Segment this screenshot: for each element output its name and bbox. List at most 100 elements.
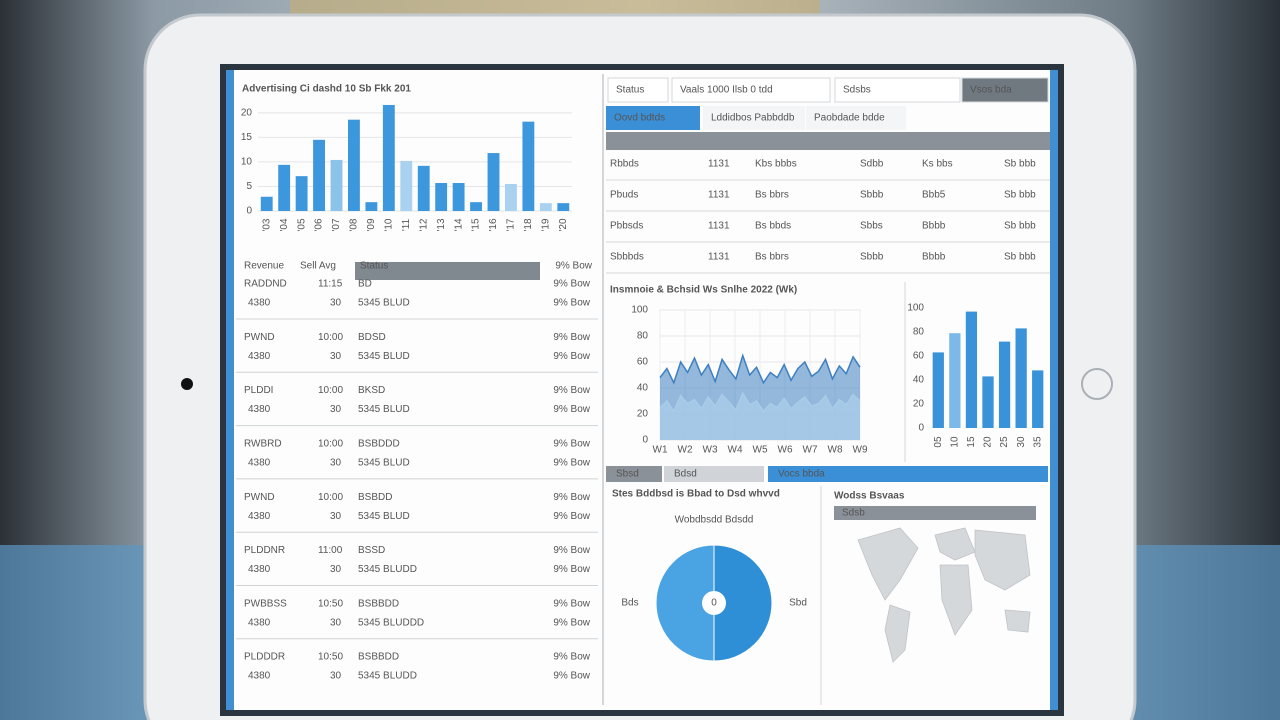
row-amount: 4380 [248, 511, 271, 522]
row-note: 5345 BLUDDD [358, 617, 424, 628]
y-tick-label: 0 [918, 423, 924, 434]
x-tick-label: W4 [728, 445, 743, 456]
table-header [606, 132, 1050, 150]
tab[interactable] [834, 77, 961, 103]
bar [522, 121, 535, 211]
x-tick-label: '18 [523, 218, 534, 231]
row-qty: 30 [330, 404, 342, 415]
row-qty: 30 [330, 511, 342, 522]
row-status: 9% Bow [553, 279, 590, 290]
row-status: 9% Bow [553, 351, 590, 362]
tab[interactable] [703, 106, 805, 130]
home-button[interactable] [1081, 368, 1113, 400]
table-cell: Bbb5 [922, 190, 946, 201]
table-cell: Sb bbb [1004, 190, 1036, 201]
x-tick-label: '08 [349, 218, 360, 231]
row-note: 5345 BLUD [358, 404, 410, 415]
bar [470, 202, 482, 211]
y-tick-label: 20 [637, 409, 649, 420]
screen [226, 70, 1058, 710]
bar [949, 333, 961, 428]
map-bar [834, 506, 1036, 520]
x-tick-label: '19 [540, 218, 551, 231]
row-time: 10:50 [318, 652, 343, 663]
column-header: Revenue [244, 261, 284, 272]
row-qty: 30 [330, 458, 342, 469]
row-note: 5345 BLUD [358, 298, 410, 309]
row-tag: BSBDD [358, 492, 392, 503]
bar [295, 176, 308, 211]
tab-label: Sbsd [616, 469, 639, 480]
table-cell: Sb bbb [1004, 221, 1036, 232]
x-tick-label: 05 [933, 436, 944, 448]
row-name: PWND [244, 332, 275, 343]
camera [181, 378, 193, 390]
table-cell: Sb bbb [1004, 252, 1036, 263]
row-status: 9% Bow [553, 617, 590, 628]
pie-label: Bds [621, 598, 638, 609]
row-qty: 30 [330, 351, 342, 362]
table-cell: Bbbb [922, 221, 946, 232]
row-amount: 4380 [248, 671, 271, 682]
row-amount: 4380 [248, 617, 271, 628]
tab-label: Status [616, 85, 644, 96]
tab[interactable] [607, 77, 669, 103]
x-tick-label: '03 [261, 218, 272, 231]
row-name: RWBRD [244, 439, 282, 450]
table-cell: Sbbbds [610, 252, 644, 263]
table-cell: Sbbb [860, 190, 884, 201]
row-amount: 4380 [248, 351, 271, 362]
x-tick-label: '17 [506, 218, 517, 231]
row-time: 10:00 [318, 439, 343, 450]
row-qty: 30 [330, 617, 342, 628]
y-tick-label: 80 [637, 331, 649, 342]
y-tick-label: 40 [637, 383, 649, 394]
row-amount: 4380 [248, 298, 271, 309]
row-qty: 30 [330, 564, 342, 575]
table-cell: Sbbb [860, 252, 884, 263]
pie-hole [702, 591, 726, 615]
y-tick-label: 15 [241, 132, 253, 143]
row-status: 9% Bow [553, 511, 590, 522]
x-tick-label: W9 [853, 445, 868, 456]
tab[interactable] [768, 466, 1048, 482]
y-tick-label: 60 [637, 357, 649, 368]
tab[interactable] [671, 77, 831, 103]
table-cell: Rbbds [610, 159, 639, 170]
row-name: PWND [244, 492, 275, 503]
x-tick-label: '07 [331, 218, 342, 231]
row-status: 9% Bow [553, 404, 590, 415]
x-tick-label: W8 [828, 445, 843, 456]
tab[interactable] [606, 466, 662, 482]
bar [278, 164, 291, 211]
row-time: 10:50 [318, 598, 343, 609]
bar [400, 160, 413, 211]
y-tick-label: 60 [913, 351, 925, 362]
tab[interactable] [961, 77, 1049, 103]
chart-title: Stes Bddbsd is Bbad to Dsd whvvd [612, 489, 780, 500]
bar [539, 203, 552, 211]
tab[interactable] [664, 466, 764, 482]
tab[interactable] [806, 106, 906, 130]
y-tick-label: 5 [246, 181, 252, 192]
chart-title: Insmnoie & Bchsid Ws Snlhe 2022 (Wk) [610, 285, 797, 296]
row-note: 5345 BLUDD [358, 564, 417, 575]
x-tick-label: '15 [471, 218, 482, 231]
x-tick-label: '16 [488, 218, 499, 231]
row-amount: 4380 [248, 404, 271, 415]
row-tag: BKSD [358, 385, 385, 396]
bar [487, 153, 500, 211]
y-tick-label: 10 [241, 157, 253, 168]
row-tag: BSBDDD [358, 439, 400, 450]
x-tick-label: 30 [1016, 436, 1027, 448]
pie-slice [655, 544, 715, 662]
tab[interactable] [606, 106, 700, 130]
row-note: 5345 BLUD [358, 511, 410, 522]
row-time: 11:00 [318, 545, 343, 556]
map-subtitle: Sdsb [842, 508, 865, 519]
bar [452, 183, 465, 211]
x-tick-label: '05 [296, 218, 307, 231]
x-tick-label: '14 [453, 218, 464, 231]
row-status: 9% Bow [553, 332, 590, 343]
row-note: 5345 BLUD [358, 458, 410, 469]
